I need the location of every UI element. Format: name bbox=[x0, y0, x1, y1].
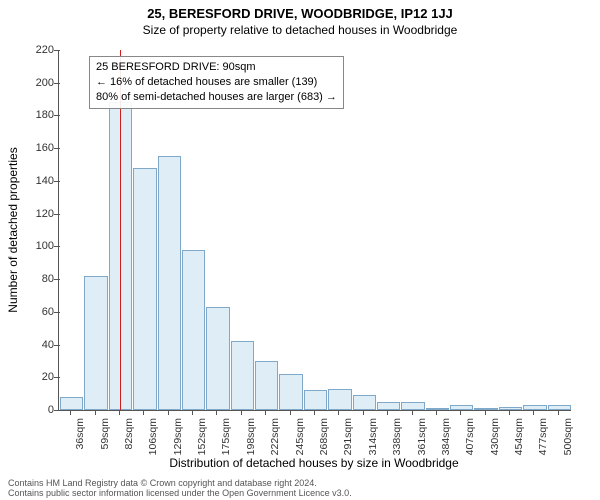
chart-title-sub: Size of property relative to detached ho… bbox=[0, 21, 600, 37]
histogram-bar bbox=[255, 361, 278, 410]
y-tick-label: 100 bbox=[24, 240, 54, 252]
x-tick-mark bbox=[119, 410, 120, 415]
x-tick-mark bbox=[509, 410, 510, 415]
x-tick-mark bbox=[95, 410, 96, 415]
plot-area: 25 BERESFORD DRIVE: 90sqm ← 16% of detac… bbox=[58, 50, 571, 411]
x-tick-mark bbox=[460, 410, 461, 415]
x-tick-mark bbox=[216, 410, 217, 415]
x-tick-mark bbox=[363, 410, 364, 415]
x-tick-mark bbox=[533, 410, 534, 415]
y-tick-label: 20 bbox=[24, 371, 54, 383]
histogram-bar bbox=[279, 374, 302, 410]
histogram-bar bbox=[133, 168, 156, 410]
x-ticks: 36sqm59sqm82sqm106sqm129sqm152sqm175sqm1… bbox=[58, 410, 570, 460]
histogram-bar bbox=[158, 156, 181, 410]
x-tick-mark bbox=[241, 410, 242, 415]
x-tick-mark bbox=[265, 410, 266, 415]
x-tick-mark bbox=[485, 410, 486, 415]
y-tick-label: 40 bbox=[24, 339, 54, 351]
histogram-bar bbox=[206, 307, 229, 410]
y-ticks: 020406080100120140160180200220 bbox=[0, 50, 54, 410]
footer-line2: Contains public sector information licen… bbox=[8, 488, 352, 498]
footer-line1: Contains HM Land Registry data © Crown c… bbox=[8, 478, 352, 488]
info-box-line1: 25 BERESFORD DRIVE: 90sqm bbox=[96, 60, 337, 75]
y-tick-label: 80 bbox=[24, 273, 54, 285]
info-box-line3: 80% of semi-detached houses are larger (… bbox=[96, 90, 337, 105]
chart-title-main: 25, BERESFORD DRIVE, WOODBRIDGE, IP12 1J… bbox=[0, 0, 600, 21]
y-tick-label: 120 bbox=[24, 208, 54, 220]
histogram-bar bbox=[231, 341, 254, 410]
y-tick-label: 180 bbox=[24, 109, 54, 121]
histogram-bar bbox=[84, 276, 107, 410]
y-tick-label: 140 bbox=[24, 175, 54, 187]
x-tick-mark bbox=[192, 410, 193, 415]
y-tick-label: 0 bbox=[24, 404, 54, 416]
histogram-bar bbox=[353, 395, 376, 410]
histogram-bar bbox=[304, 390, 327, 410]
info-box: 25 BERESFORD DRIVE: 90sqm ← 16% of detac… bbox=[89, 56, 344, 109]
y-tick-label: 200 bbox=[24, 77, 54, 89]
y-tick-label: 60 bbox=[24, 306, 54, 318]
x-axis-label: Distribution of detached houses by size … bbox=[58, 456, 570, 470]
y-tick-label: 220 bbox=[24, 44, 54, 56]
x-tick-mark bbox=[314, 410, 315, 415]
histogram-bar bbox=[60, 397, 83, 410]
histogram-bar bbox=[182, 250, 205, 410]
x-tick-mark bbox=[387, 410, 388, 415]
x-tick-mark bbox=[143, 410, 144, 415]
histogram-bar bbox=[401, 402, 424, 410]
x-tick-mark bbox=[558, 410, 559, 415]
x-tick-mark bbox=[338, 410, 339, 415]
y-tick-label: 160 bbox=[24, 142, 54, 154]
x-tick-mark bbox=[70, 410, 71, 415]
x-tick-mark bbox=[290, 410, 291, 415]
footer-text: Contains HM Land Registry data © Crown c… bbox=[8, 478, 352, 498]
x-tick-mark bbox=[436, 410, 437, 415]
x-tick-mark bbox=[412, 410, 413, 415]
info-box-line2: ← 16% of detached houses are smaller (13… bbox=[96, 75, 337, 90]
histogram-bar bbox=[328, 389, 351, 410]
x-tick-mark bbox=[168, 410, 169, 415]
histogram-bar bbox=[377, 402, 400, 410]
